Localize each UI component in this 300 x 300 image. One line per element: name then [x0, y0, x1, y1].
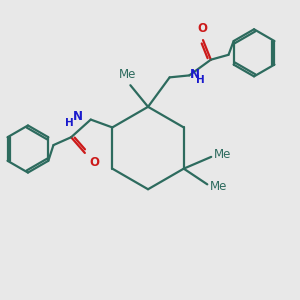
Text: O: O: [90, 156, 100, 169]
Text: H: H: [65, 118, 74, 128]
Text: N: N: [73, 110, 83, 123]
Text: Me: Me: [214, 148, 232, 161]
Text: N: N: [190, 68, 200, 81]
Text: Me: Me: [119, 68, 136, 81]
Text: H: H: [196, 75, 205, 85]
Text: O: O: [197, 22, 207, 35]
Text: Me: Me: [210, 180, 228, 193]
